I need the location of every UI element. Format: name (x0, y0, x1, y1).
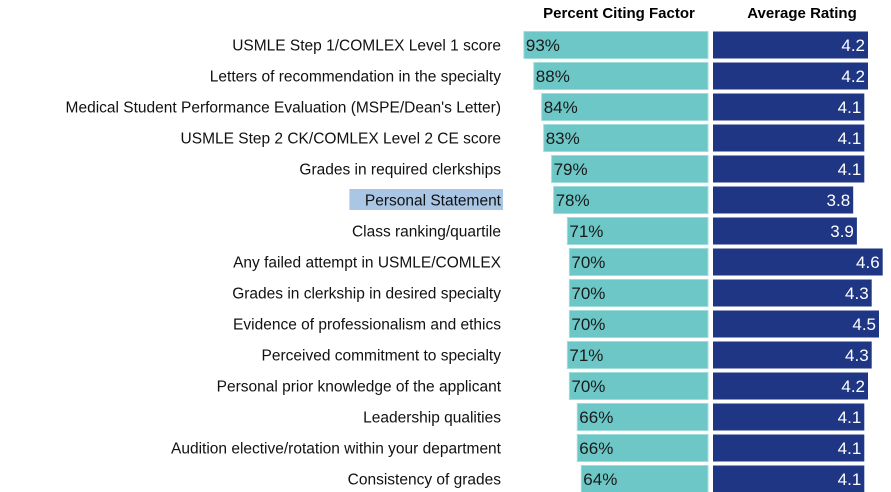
chart-row-evidence-of-professionalism-and-ethics: Evidence of professionalism and ethics 70… (233, 310, 879, 338)
percent-value-label: 66% (579, 408, 613, 427)
category-label: Personal Statement (365, 193, 502, 210)
percent-bar (533, 62, 709, 90)
category-label: Medical Student Performance Evaluation (… (66, 100, 501, 117)
chart-row-personal-prior-knowledge-of-the-applicant: Personal prior knowledge of the applican… (217, 372, 868, 400)
rating-value-label: 4.1 (838, 98, 862, 117)
percent-bar (566, 217, 709, 245)
percent-bar (543, 124, 709, 152)
percent-value-label: 83% (546, 129, 580, 148)
rating-value-label: 4.5 (852, 315, 876, 334)
category-label: Perceived commitment to specialty (262, 348, 502, 365)
chart-row-class-ranking-quartile: Class ranking/quartile 71% 3.9 (352, 217, 857, 245)
rating-value-label: 3.8 (827, 191, 851, 210)
percent-value-label: 84% (544, 98, 578, 117)
rating-value-label: 4.3 (845, 284, 869, 303)
percent-bar (551, 155, 709, 183)
chart-row-grades-in-required-clerkships: Grades in required clerkships 79% 4.1 (299, 155, 865, 183)
percent-bar (566, 341, 709, 369)
percent-bar (576, 434, 709, 462)
rating-bar (713, 403, 865, 431)
category-label: USMLE Step 1/COMLEX Level 1 score (232, 38, 501, 55)
chart-rows: USMLE Step 1/COMLEX Level 1 score 93% 4.2 L… (66, 31, 883, 492)
category-label: Letters of recommendation in the special… (210, 69, 501, 86)
category-label: Consistency of grades (348, 472, 502, 489)
rating-bar (713, 310, 879, 338)
chart-headers: Percent Citing Factor Average Rating (543, 5, 857, 22)
chart-row-grades-in-clerkship-in-desired-specialty: Grades in clerkship in desired specialty… (232, 279, 872, 307)
percent-value-label: 71% (569, 346, 603, 365)
percent-value-label: 70% (571, 377, 605, 396)
percent-value-label: 88% (536, 67, 570, 86)
percent-value-label: 70% (571, 284, 605, 303)
chart-row-perceived-commitment-to-specialty: Perceived commitment to specialty 71% 4.3 (262, 341, 872, 369)
rating-bar (713, 434, 865, 462)
rating-bar (713, 279, 872, 307)
rating-value-label: 4.6 (856, 253, 880, 272)
rating-bar (713, 248, 883, 276)
category-label: Evidence of professionalism and ethics (233, 317, 501, 334)
rating-value-label: 4.2 (841, 36, 865, 55)
category-highlight (349, 189, 503, 210)
rating-value-label: 4.1 (838, 408, 862, 427)
percent-bar (568, 279, 709, 307)
chart-row-personal-statement: Personal Statement 78% 3.8 (349, 186, 854, 214)
category-label: Grades in clerkship in desired specialty (232, 286, 501, 303)
chart-row-audition-elective-rotation-within-your-department: Audition elective/rotation within your d… (171, 434, 865, 462)
percent-bar (568, 248, 709, 276)
rating-value-label: 4.1 (838, 160, 862, 179)
chart-row-usmle-step-2-ck-comlex-level-2-ce-score: USMLE Step 2 CK/COMLEX Level 2 CE score 8… (181, 124, 865, 152)
rating-value-label: 4.1 (838, 129, 862, 148)
rating-bar (713, 465, 865, 492)
category-label: Leadership qualities (363, 410, 501, 427)
percent-value-label: 70% (571, 315, 605, 334)
rating-value-label: 4.2 (841, 67, 865, 86)
chart-row-any-failed-attempt-in-usmle-comlex: Any failed attempt in USMLE/COMLEX 70% 4.6 (233, 248, 883, 276)
rating-value-label: 3.9 (830, 222, 854, 241)
percent-bar (523, 31, 709, 59)
rating-bar (713, 62, 868, 90)
chart-row-letters-of-recommendation-in-the-specialty: Letters of recommendation in the special… (210, 62, 868, 90)
rating-bar (713, 372, 868, 400)
percent-value-label: 71% (569, 222, 603, 241)
rating-bar (713, 186, 854, 214)
percent-bar (541, 93, 709, 121)
category-label: USMLE Step 2 CK/COMLEX Level 2 CE score (181, 131, 501, 148)
rating-bar (713, 341, 872, 369)
rating-bar (713, 124, 865, 152)
percent-value-label: 70% (571, 253, 605, 272)
chart-row-consistency-of-grades: Consistency of grades 64% 4.1 (348, 465, 865, 492)
percent-bar (568, 372, 709, 400)
percent-bar (576, 403, 709, 431)
percent-value-label: 66% (579, 439, 613, 458)
chart-row-leadership-qualities: Leadership qualities 66% 4.1 (363, 403, 865, 431)
rating-bar (713, 155, 865, 183)
rating-value-label: 4.2 (841, 377, 865, 396)
category-label: Any failed attempt in USMLE/COMLEX (233, 255, 502, 272)
category-label: Audition elective/rotation within your d… (171, 441, 502, 458)
percent-column-header: Percent Citing Factor (543, 5, 695, 22)
percent-value-label: 78% (556, 191, 590, 210)
rating-bar (713, 31, 868, 59)
percent-bar (553, 186, 709, 214)
percent-bar (580, 465, 709, 492)
rating-value-label: 4.1 (838, 439, 862, 458)
rating-bar (713, 93, 865, 121)
chart-row-medical-student-performance-evaluation-mspe-dean-s-letter: Medical Student Performance Evaluation (… (66, 93, 865, 121)
category-label: Personal prior knowledge of the applican… (217, 379, 502, 396)
rating-value-label: 4.3 (845, 346, 869, 365)
rating-bar (713, 217, 857, 245)
chart-row-usmle-step-1-comlex-level-1-score: USMLE Step 1/COMLEX Level 1 score 93% 4.2 (232, 31, 868, 59)
rating-column-header: Average Rating (747, 5, 856, 22)
rating-value-label: 4.1 (838, 470, 862, 489)
category-label: Class ranking/quartile (352, 224, 501, 241)
percent-bar (568, 310, 709, 338)
percent-value-label: 64% (583, 470, 617, 489)
percent-value-label: 79% (554, 160, 588, 179)
percent-value-label: 93% (526, 36, 560, 55)
category-label: Grades in required clerkships (299, 162, 501, 179)
